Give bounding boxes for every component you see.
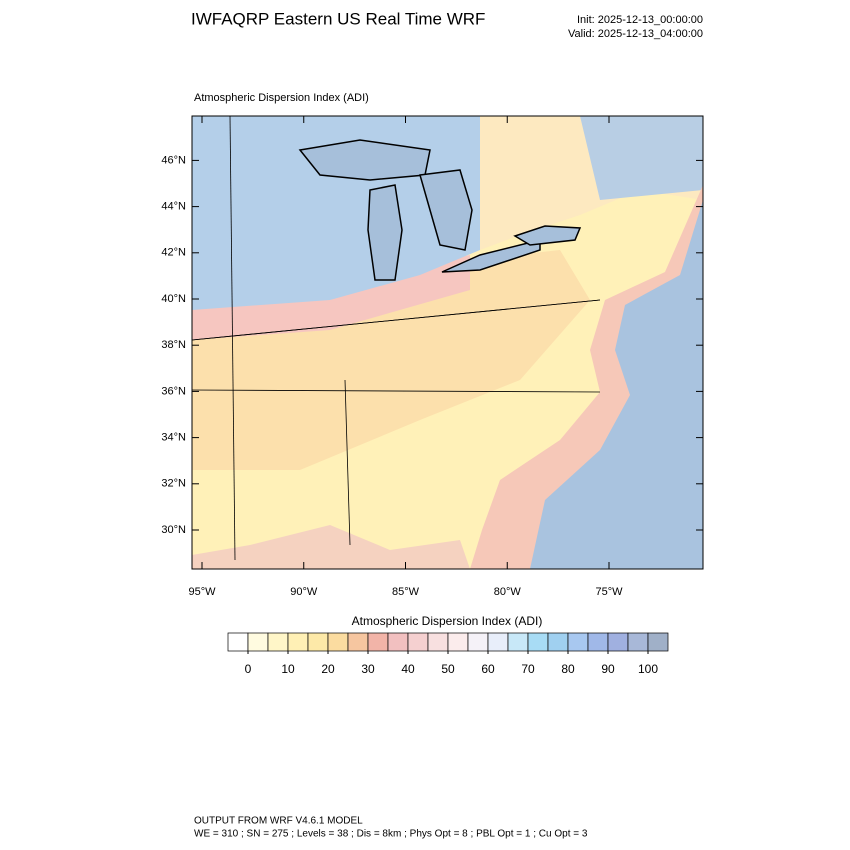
lon-label: 75°W [595,586,623,598]
colorbar-label: 0 [245,662,252,676]
lat-label: 44°N [161,201,186,213]
lat-label: 42°N [161,247,186,259]
map-subtitle: Atmospheric Dispersion Index (ADI) [194,92,369,104]
colorbar-box [267,632,289,652]
colorbar-box [427,632,449,652]
lat-label: 40°N [161,293,186,305]
lon-label: 80°W [494,586,522,598]
lat-label: 34°N [161,432,186,444]
colorbar-box [247,632,269,652]
colorbar-title: Atmospheric Dispersion Index (ADI) [352,614,543,628]
colorbar-box [527,632,549,652]
colorbar-box [447,632,469,652]
colorbar-label: 60 [481,662,495,676]
colorbar-box [227,632,249,652]
lat-label: 36°N [161,385,186,397]
colorbar-box [407,632,429,652]
colorbar-label: 40 [401,662,415,676]
colorbar-label: 20 [321,662,335,676]
colorbar-box [487,632,509,652]
colorbar-box [547,632,569,652]
colorbar-box [587,632,609,652]
lon-label: 95°W [188,586,216,598]
colorbar-label: 80 [561,662,575,676]
colorbar-box [387,632,409,652]
colorbar-box [607,632,629,652]
colorbar-label: 70 [521,662,535,676]
colorbar-label: 10 [281,662,295,676]
title: IWFAQRP Eastern US Real Time WRF [191,9,485,28]
valid-time: Valid: 2025-12-13_04:00:00 [568,28,703,40]
colorbar-box [287,632,309,652]
colorbar-box [327,632,349,652]
footer-line: OUTPUT FROM WRF V4.6.1 MODEL [194,816,363,827]
lat-label: 32°N [161,478,186,490]
colorbar-label: 30 [361,662,375,676]
lon-label: 90°W [290,586,318,598]
map-field [192,116,703,569]
colorbar-label: 50 [441,662,455,676]
footer-line: WE = 310 ; SN = 275 ; Levels = 38 ; Dis … [194,829,588,840]
lat-label: 46°N [161,154,186,166]
colorbar-box [307,632,329,652]
colorbar-box [647,632,669,652]
map-frame [191,115,704,570]
lat-label: 38°N [161,339,186,351]
lat-label: 30°N [161,524,186,536]
colorbar-box [467,632,489,652]
colorbar-box [507,632,529,652]
colorbar-box [347,632,369,652]
lon-label: 85°W [392,586,420,598]
colorbar-box [367,632,389,652]
colorbar-box [627,632,649,652]
init-time: Init: 2025-12-13_00:00:00 [577,14,703,26]
colorbar-label: 100 [638,662,658,676]
colorbar-label: 90 [601,662,615,676]
colorbar-box [567,632,589,652]
